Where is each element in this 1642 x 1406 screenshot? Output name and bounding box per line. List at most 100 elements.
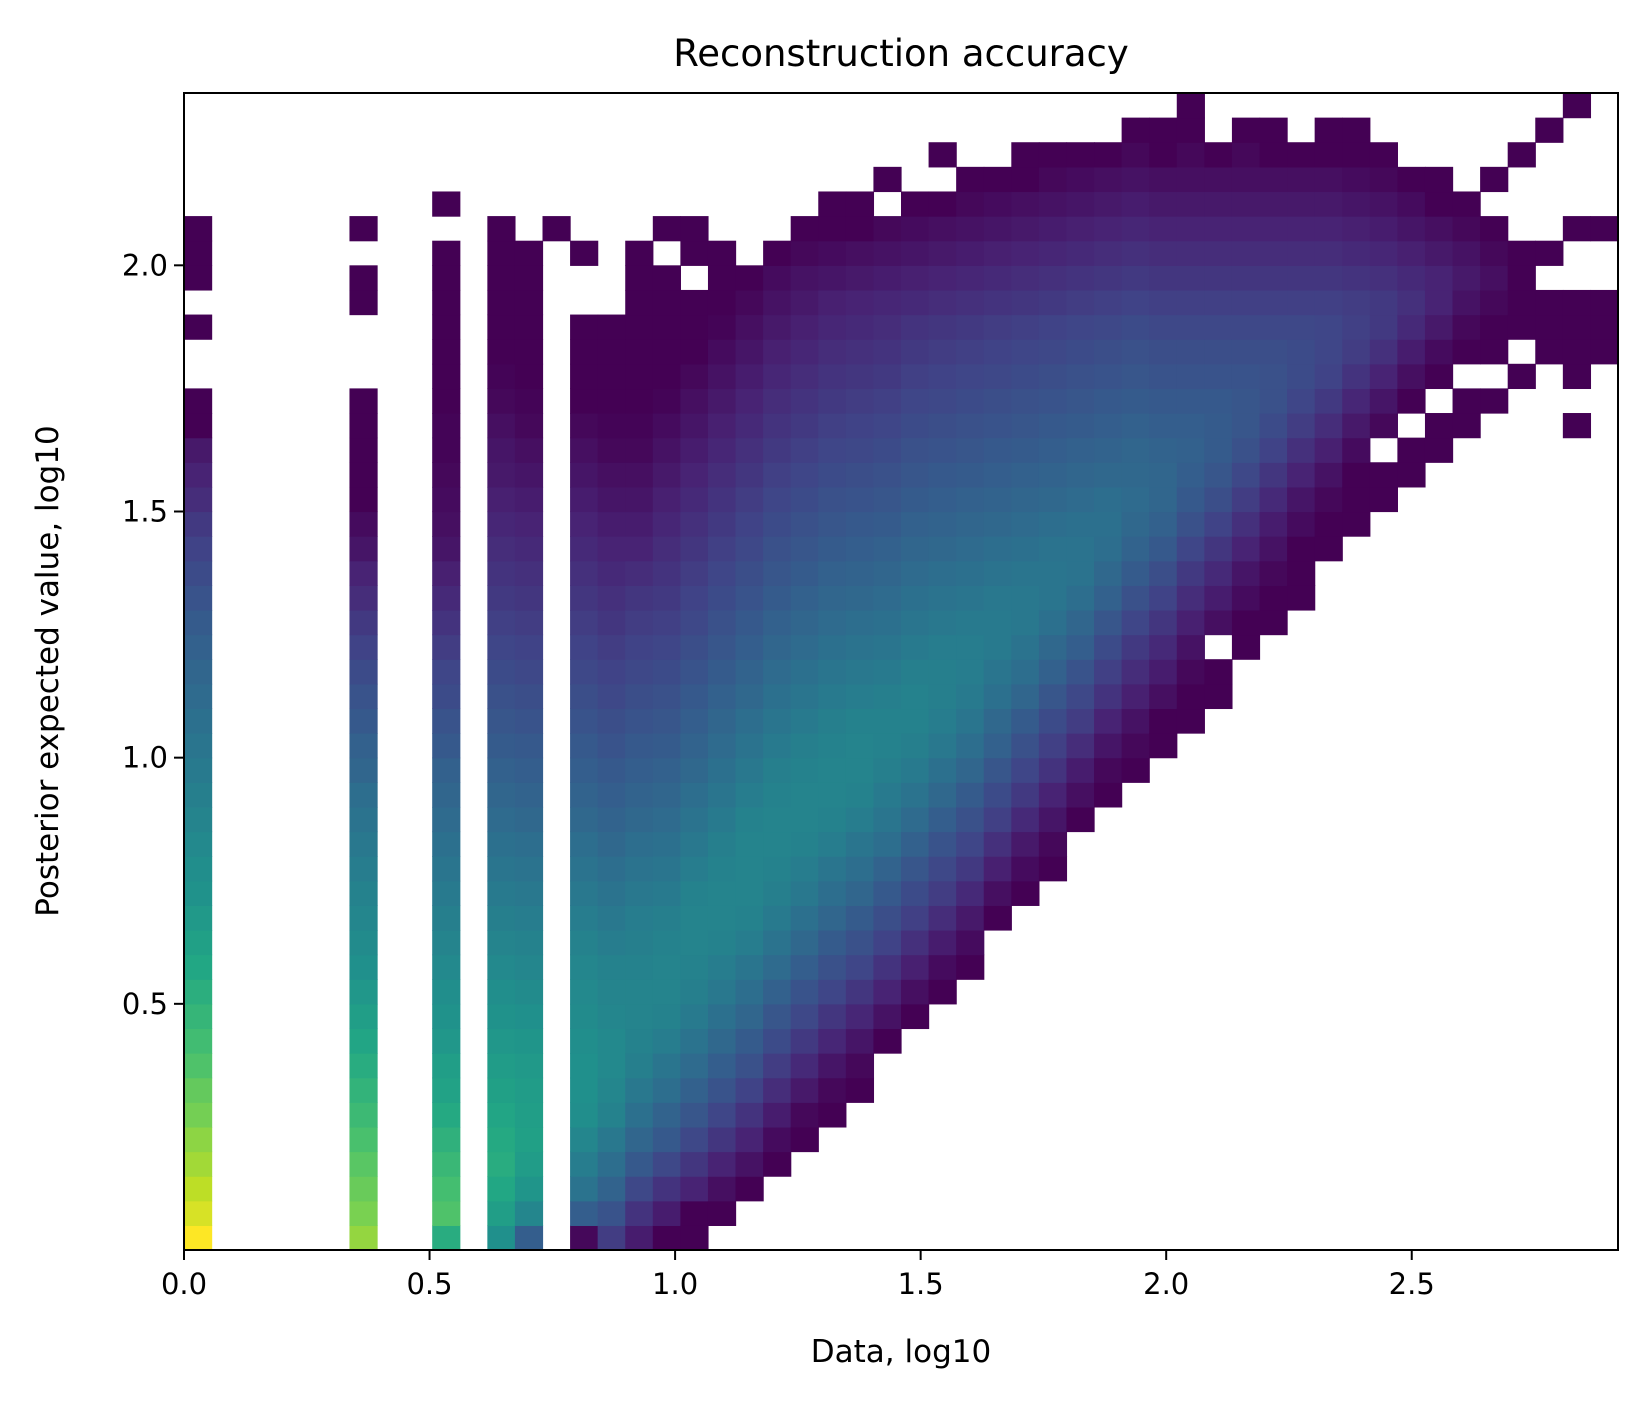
heatmap-cell: [1231, 413, 1261, 439]
heatmap-cell: [1011, 511, 1040, 537]
heatmap-cell: [625, 733, 654, 759]
heatmap-cell: [956, 536, 985, 562]
heatmap-cell: [956, 216, 985, 242]
heatmap-cell: [818, 929, 847, 956]
heatmap-cell: [1342, 462, 1371, 488]
heatmap-cell: [1066, 388, 1095, 414]
heatmap-cell: [680, 1077, 709, 1103]
heatmap-cell: [901, 1003, 930, 1030]
heatmap-cell: [983, 806, 1012, 833]
heatmap-cell: [1011, 216, 1040, 242]
heatmap-cell: [707, 782, 737, 808]
heatmap-cell: [845, 413, 875, 439]
heatmap-cell: [570, 929, 599, 956]
heatmap-cell: [1094, 142, 1123, 168]
heatmap-cell: [735, 856, 764, 882]
heatmap-cell: [1204, 536, 1233, 562]
heatmap-cell: [901, 437, 930, 463]
heatmap-cell: [1424, 216, 1454, 242]
heatmap-cell: [625, 363, 654, 390]
heatmap-cell: [1342, 388, 1371, 414]
heatmap-cell: [1314, 437, 1343, 463]
heatmap-cell: [956, 806, 985, 833]
heatmap-cell: [956, 757, 985, 783]
heatmap-cell: [928, 634, 957, 660]
heatmap-cell: [1287, 191, 1316, 217]
heatmap-cell: [1066, 609, 1095, 636]
heatmap-cell: [983, 437, 1012, 463]
heatmap-cell: [956, 659, 985, 685]
heatmap-cell: [1562, 314, 1592, 340]
heatmap-cell: [1231, 191, 1261, 217]
heatmap-cell: [1149, 339, 1178, 365]
heatmap-cell: [680, 585, 709, 611]
heatmap-cell: [763, 1077, 792, 1103]
heatmap-cell: [625, 609, 654, 636]
heatmap-cell: [873, 979, 902, 1005]
heatmap-cell: [1011, 683, 1040, 710]
heatmap-cell: [432, 486, 461, 513]
heatmap-cell: [1397, 216, 1426, 242]
heatmap-cell: [818, 240, 847, 266]
heatmap-cell: [1259, 536, 1288, 562]
heatmap-cell: [763, 486, 792, 513]
heatmap-cell: [432, 339, 461, 365]
heatmap-cell: [570, 954, 599, 980]
heatmap-cell: [570, 733, 599, 759]
heatmap-cell: [1038, 462, 1068, 488]
heatmap-cell: [845, 585, 875, 611]
heatmap-cell: [184, 659, 213, 685]
heatmap-cell: [1038, 339, 1068, 365]
heatmap-cell: [790, 782, 819, 808]
heatmap-cell: [1287, 339, 1316, 365]
heatmap-cell: [1038, 634, 1068, 660]
heatmap-cell: [873, 733, 902, 759]
heatmap-cell: [1259, 166, 1288, 193]
chart-title: Reconstruction accuracy: [673, 32, 1129, 75]
heatmap-cell: [514, 757, 544, 783]
heatmap-cell: [818, 659, 847, 685]
heatmap-cell: [1314, 511, 1343, 537]
heatmap-cell: [790, 240, 819, 266]
heatmap-cell: [432, 634, 461, 660]
heatmap-cell: [873, 363, 902, 390]
heatmap-cell: [487, 413, 516, 439]
heatmap-cell: [1176, 634, 1205, 660]
heatmap-cell: [1038, 191, 1068, 217]
heatmap-cell: [818, 265, 847, 291]
heatmap-cell: [1259, 289, 1288, 316]
heatmap-cell: [983, 856, 1012, 882]
heatmap-cell: [487, 339, 516, 365]
heatmap-cell: [1259, 511, 1288, 537]
heatmap-cell: [625, 708, 654, 734]
heatmap-cell: [1562, 413, 1592, 439]
heatmap-cell: [514, 659, 544, 685]
heatmap-cell: [487, 486, 516, 513]
heatmap-cell: [1066, 142, 1095, 168]
heatmap-cell: [763, 856, 792, 882]
heatmap-cell: [845, 979, 875, 1005]
heatmap-cell: [735, 437, 764, 463]
heatmap-cell: [1038, 289, 1068, 316]
heatmap-cell: [763, 831, 792, 857]
heatmap-cell: [818, 782, 847, 808]
heatmap-cell: [845, 191, 875, 217]
heatmap-cell: [1038, 511, 1068, 537]
heatmap-cell: [1397, 314, 1426, 340]
heatmap-cell: [349, 856, 378, 882]
heatmap-cell: [625, 1003, 654, 1030]
heatmap-cell: [1480, 388, 1509, 414]
y-tick-label: 2.0: [122, 248, 168, 282]
heatmap-cell: [514, 708, 544, 734]
heatmap-cell: [1149, 733, 1178, 759]
heatmap-cell: [1121, 413, 1150, 439]
heatmap-cell: [763, 289, 792, 316]
heatmap-cell: [763, 683, 792, 710]
heatmap-cell: [928, 462, 957, 488]
heatmap-cell: [184, 954, 213, 980]
heatmap-cell: [1121, 142, 1150, 168]
heatmap-cell: [735, 339, 764, 365]
heatmap-cell: [1480, 166, 1509, 193]
heatmap-cell: [1094, 782, 1123, 808]
heatmap-cell: [707, 708, 737, 734]
